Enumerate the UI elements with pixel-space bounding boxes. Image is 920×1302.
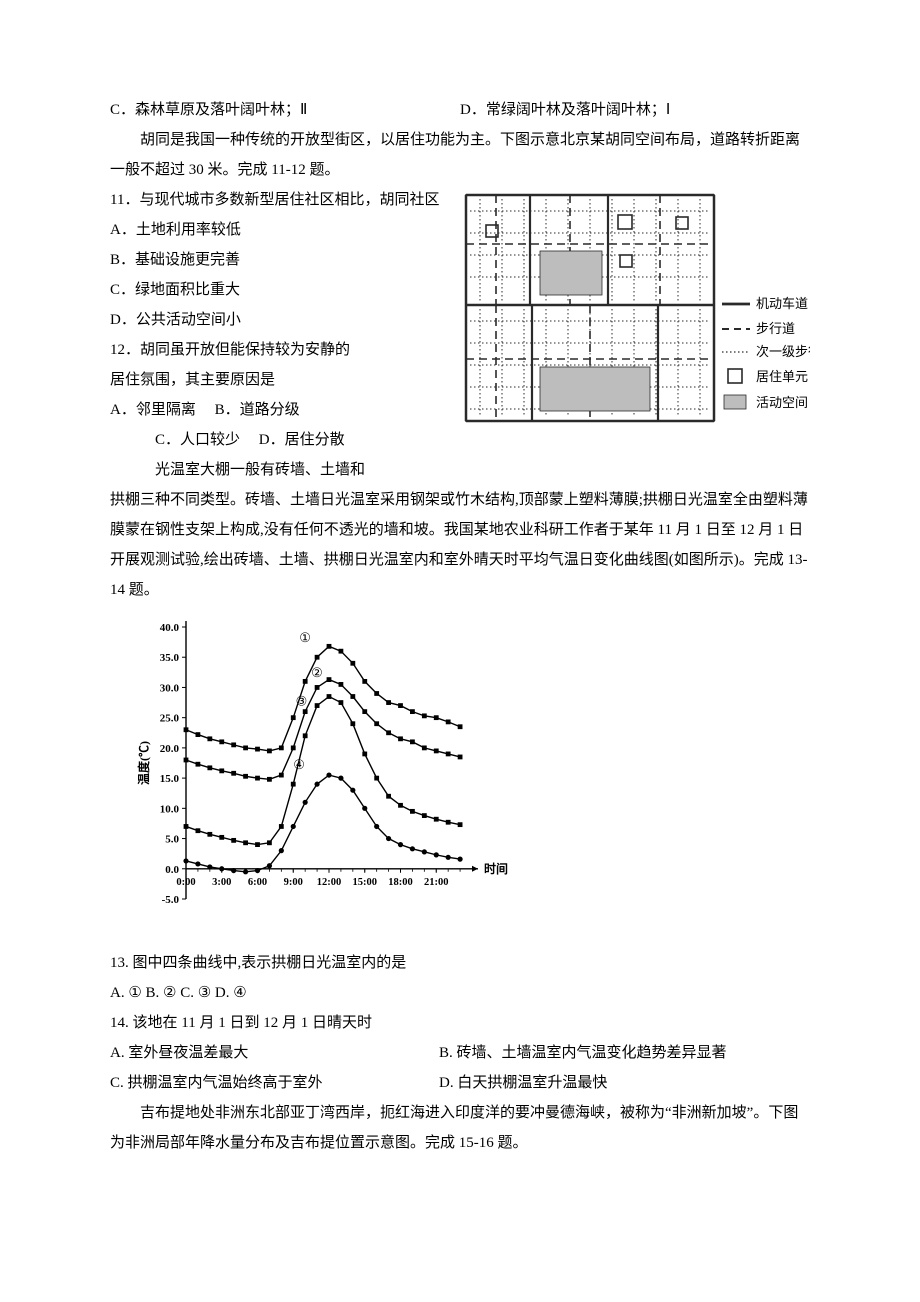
svg-text:12:00: 12:00: [317, 877, 342, 888]
q13-opts: A. ① B. ② C. ③ D. ④: [110, 978, 810, 1008]
djibouti-intro: 吉布提地处非洲东北部亚丁湾西岸，扼红海进入印度洋的要冲曼德海峡，被称为“非洲新加…: [110, 1098, 810, 1158]
svg-text:18:00: 18:00: [388, 877, 413, 888]
svg-text:10.0: 10.0: [160, 803, 180, 815]
svg-text:③: ③: [296, 694, 308, 709]
svg-text:②: ②: [311, 665, 323, 680]
svg-text:时间: 时间: [484, 861, 508, 876]
svg-text:3:00: 3:00: [212, 877, 231, 888]
svg-text:35.0: 35.0: [160, 652, 180, 664]
svg-text:25.0: 25.0: [160, 713, 180, 725]
svg-text:0:00: 0:00: [176, 877, 195, 888]
q10-opt-d: D．常绿阔叶林及落叶阔叶林；Ⅰ: [460, 95, 810, 125]
q14-row1: A. 室外昼夜温差最大 B. 砖墙、土墙温室内气温变化趋势差异显著: [110, 1038, 810, 1068]
svg-text:9:00: 9:00: [284, 877, 303, 888]
q10-opt-c: C．森林草原及落叶阔叶林；Ⅱ: [110, 95, 460, 125]
svg-text:步行道: 步行道: [756, 321, 795, 336]
q10-options-cd: C．森林草原及落叶阔叶林；Ⅱ D．常绿阔叶林及落叶阔叶林；Ⅰ: [110, 95, 810, 125]
q12-opt-a: A．邻里隔离: [110, 402, 196, 418]
q14-opt-b: B. 砖墙、土墙温室内气温变化趋势差异显著: [439, 1038, 810, 1068]
svg-text:①: ①: [299, 630, 311, 645]
greenhouse-intro-lead: 光温室大棚一般有砖墙、土墙和: [110, 455, 810, 485]
svg-text:-5.0: -5.0: [162, 894, 180, 906]
svg-text:6:00: 6:00: [248, 877, 267, 888]
greenhouse-intro-rest: 拱棚三种不同类型。砖墙、土墙日光温室采用钢架或竹木结构,顶部蒙上塑料薄膜;拱棚日…: [110, 485, 810, 605]
svg-text:15:00: 15:00: [353, 877, 378, 888]
svg-text:40.0: 40.0: [160, 622, 180, 634]
hutong-intro: 胡同是我国一种传统的开放型街区，以居住功能为主。下图示意北京某胡同空间布局，道路…: [110, 125, 810, 185]
svg-text:④: ④: [293, 757, 305, 772]
svg-text:次一级步行道: 次一级步行道: [756, 344, 810, 359]
q12-opt-c: C．人口较少: [155, 432, 240, 448]
svg-text:机动车道: 机动车道: [756, 296, 808, 311]
svg-text:20.0: 20.0: [160, 743, 180, 755]
q12-opt-d: D．居住分散: [259, 432, 345, 448]
svg-text:0.0: 0.0: [165, 864, 179, 876]
svg-text:30.0: 30.0: [160, 682, 180, 694]
q14-opt-d: D. 白天拱棚温室升温最快: [439, 1068, 810, 1098]
svg-text:温度(℃): 温度(℃): [136, 741, 151, 785]
svg-text:15.0: 15.0: [160, 773, 180, 785]
q13-stem: 13. 图中四条曲线中,表示拱棚日光温室内的是: [110, 948, 810, 978]
q14-stem: 14. 该地在 11 月 1 日到 12 月 1 日晴天时: [110, 1008, 810, 1038]
q14-opt-c: C. 拱棚温室内气温始终高于室外: [110, 1068, 439, 1098]
svg-text:居住单元: 居住单元: [756, 369, 808, 384]
q12-opt-b: B．道路分级: [215, 402, 300, 418]
svg-text:5.0: 5.0: [165, 834, 179, 846]
hutong-svg: 机动车道步行道次一级步行道居住单元活动空间: [460, 189, 810, 429]
q14-row2: C. 拱棚温室内气温始终高于室外 D. 白天拱棚温室升温最快: [110, 1068, 810, 1098]
q14-opt-a: A. 室外昼夜温差最大: [110, 1038, 439, 1068]
temperature-chart-svg: -5.0 0.0 5.0 10.0 15.0 20.0 25.0 30.0 35.0 40.0 0:…: [128, 613, 508, 933]
temperature-chart: -5.0 0.0 5.0 10.0 15.0 20.0 25.0 30.0 35.0 40.0 0:…: [128, 613, 810, 944]
svg-text:活动空间: 活动空间: [756, 395, 808, 410]
hutong-diagram: 机动车道步行道次一级步行道居住单元活动空间: [460, 189, 810, 440]
svg-text:21:00: 21:00: [424, 877, 449, 888]
